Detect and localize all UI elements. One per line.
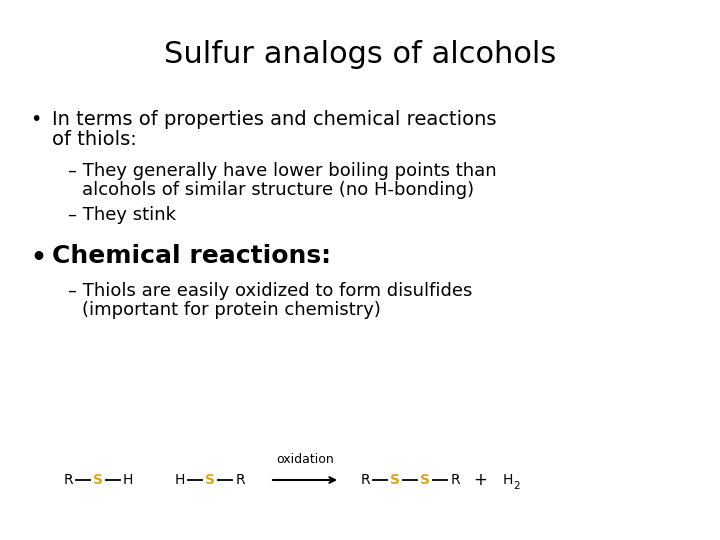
Text: R: R [63,473,73,487]
Text: In terms of properties and chemical reactions: In terms of properties and chemical reac… [52,110,497,129]
Text: S: S [420,473,430,487]
Text: S: S [390,473,400,487]
Text: oxidation: oxidation [276,453,334,466]
Text: – They stink: – They stink [68,206,176,224]
Text: R: R [235,473,245,487]
Text: alcohols of similar structure (no H-bonding): alcohols of similar structure (no H-bond… [82,181,474,199]
Text: •: • [30,246,46,270]
Text: •: • [30,110,41,129]
Text: S: S [205,473,215,487]
Text: R: R [450,473,460,487]
Text: of thiols:: of thiols: [52,130,137,149]
Text: 2: 2 [513,481,520,491]
Text: H: H [123,473,133,487]
Text: +: + [473,471,487,489]
Text: Sulfur analogs of alcohols: Sulfur analogs of alcohols [164,40,556,69]
Text: – Thiols are easily oxidized to form disulfides: – Thiols are easily oxidized to form dis… [68,282,472,300]
Text: H: H [175,473,185,487]
Text: H: H [503,473,513,487]
Text: – They generally have lower boiling points than: – They generally have lower boiling poin… [68,162,497,180]
Text: Chemical reactions:: Chemical reactions: [52,244,331,268]
Text: R: R [360,473,370,487]
Text: (important for protein chemistry): (important for protein chemistry) [82,301,381,319]
Text: S: S [93,473,103,487]
